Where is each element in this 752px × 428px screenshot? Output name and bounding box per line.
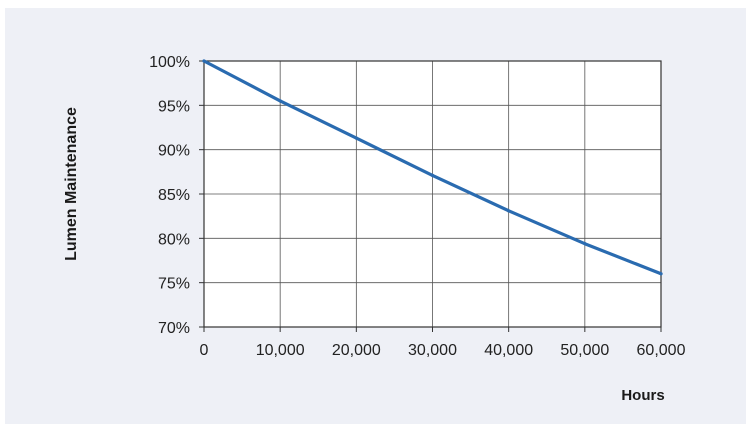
- data-point: [430, 173, 435, 177]
- y-tick-label: 100%: [149, 54, 190, 71]
- x-tick-label: 50,000: [560, 342, 609, 359]
- chart-frame: 0 10,000 20,000 30,000 40,000 50,000 60,000 70%…: [5, 8, 746, 424]
- y-tick-label: 90%: [158, 143, 190, 160]
- x-tick-label: 20,000: [332, 342, 381, 359]
- data-point: [507, 209, 511, 213]
- x-tick-label: 30,000: [408, 342, 457, 359]
- grid-lines: [204, 61, 661, 327]
- y-tick-label: 70%: [158, 320, 190, 337]
- x-tick-label: 0: [200, 342, 209, 359]
- y-tick-label: 85%: [158, 187, 190, 204]
- x-tick-label: 40,000: [484, 342, 533, 359]
- data-point: [583, 242, 587, 246]
- series-layer: [202, 59, 663, 276]
- y-tick-label: 80%: [158, 231, 190, 248]
- x-axis-title: Hours: [621, 387, 664, 404]
- y-tick-label: 95%: [158, 98, 190, 115]
- y-axis-title: Lumen Maintenance: [63, 107, 80, 261]
- x-tick-label: 60,000: [637, 342, 686, 359]
- tick-labels: 0 10,000 20,000 30,000 40,000 50,000 60,000 70%…: [149, 54, 685, 359]
- plot-border: [203, 60, 662, 328]
- y-tick-label: 75%: [158, 276, 190, 293]
- data-point: [659, 272, 663, 276]
- data-point: [278, 99, 282, 103]
- x-tick-label: 10,000: [256, 342, 305, 359]
- axes: [199, 60, 662, 332]
- lumen-maintenance-chart: 0 10,000 20,000 30,000 40,000 50,000 60,000 70%…: [63, 54, 686, 404]
- data-point: [354, 136, 358, 140]
- data-point: [202, 59, 206, 63]
